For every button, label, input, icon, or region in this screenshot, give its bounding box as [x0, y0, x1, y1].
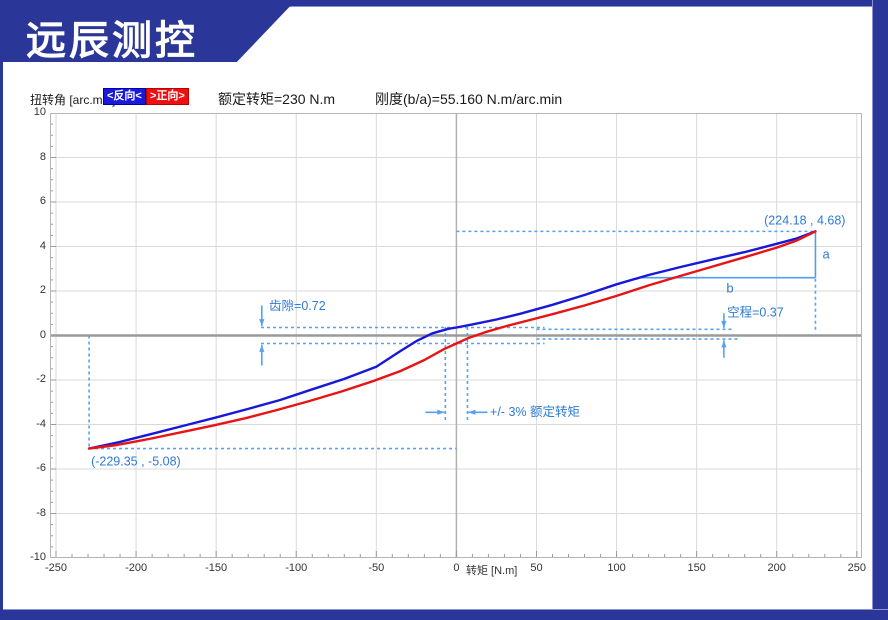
legend-reverse-label: <反向< — [107, 90, 142, 102]
svg-text:(224.18 , 4.68): (224.18 , 4.68) — [764, 213, 845, 227]
rated-torque-readout: 额定转矩=230 N.m — [218, 91, 336, 107]
brand-logo-text: 远辰测控 — [26, 19, 198, 63]
y-tick-label: -8 — [36, 506, 46, 519]
window-top-border — [0, 0, 888, 6]
y-tick-label: 2 — [39, 284, 46, 296]
x-tick-label: 0 — [453, 562, 460, 574]
y-tick-label: 0 — [39, 328, 46, 341]
y-tick-label: -10 — [30, 551, 46, 563]
y-tick-label: 6 — [39, 195, 46, 207]
top-border-highlight — [0, 6, 888, 7]
svg-text:(-229.35 , -5.08): (-229.35 , -5.08) — [91, 455, 181, 469]
x-tick-label: 100 — [607, 562, 626, 574]
legend-forward-label: >正向> — [150, 90, 185, 102]
x-tick-label: -250 — [44, 562, 68, 574]
x-tick-label: -50 — [368, 562, 385, 574]
right-border-highlight — [872, 0, 873, 620]
stiffness-readout: 刚度(b/a)=55.160 N.m/arc.min — [375, 91, 563, 107]
brand-banner: 远辰测控 — [0, 0, 296, 62]
y-tick-label: -4 — [36, 417, 46, 430]
svg-text:a: a — [822, 247, 830, 262]
x-tick-label: -150 — [205, 562, 228, 574]
x-tick-label: 50 — [530, 562, 543, 574]
x-tick-label: 200 — [767, 562, 786, 574]
svg-text:空程=0.37: 空程=0.37 — [727, 305, 784, 320]
hysteresis-chart: (-229.35 , -5.08) (224.18 , 4.68) 齿隙=0.72 空… — [50, 112, 862, 559]
window-right-border — [873, 0, 888, 620]
y-tick-label: 8 — [39, 150, 46, 163]
x-tick-label: -200 — [125, 562, 148, 574]
window-bottom-border — [0, 610, 888, 620]
y-axis-title: 扭转角 [arc.min] — [30, 93, 116, 107]
window-left-border — [0, 0, 3, 620]
x-tick-label: 250 — [847, 562, 866, 574]
chart-canvas: (-229.35 , -5.08) (224.18 , 4.68) 齿隙=0.72 空… — [50, 112, 862, 559]
y-tick-label: -2 — [36, 373, 46, 385]
x-tick-label: 150 — [687, 562, 706, 574]
bottom-border-highlight — [0, 609, 888, 610]
legend-forward-chip[interactable]: >正向> — [146, 88, 189, 105]
x-axis-title: 转矩 [N.m] — [466, 565, 518, 577]
svg-text:b: b — [726, 281, 733, 296]
y-tick-label: 4 — [39, 239, 46, 252]
legend-reverse-chip[interactable]: <反向< — [103, 88, 146, 105]
svg-text:+/- 3% 额定转矩: +/- 3% 额定转矩 — [490, 404, 580, 419]
svg-text:齿隙=0.72: 齿隙=0.72 — [269, 299, 326, 313]
y-tick-label: 10 — [33, 106, 46, 118]
y-tick-label: -6 — [36, 462, 46, 474]
x-tick-label: -100 — [285, 562, 308, 574]
